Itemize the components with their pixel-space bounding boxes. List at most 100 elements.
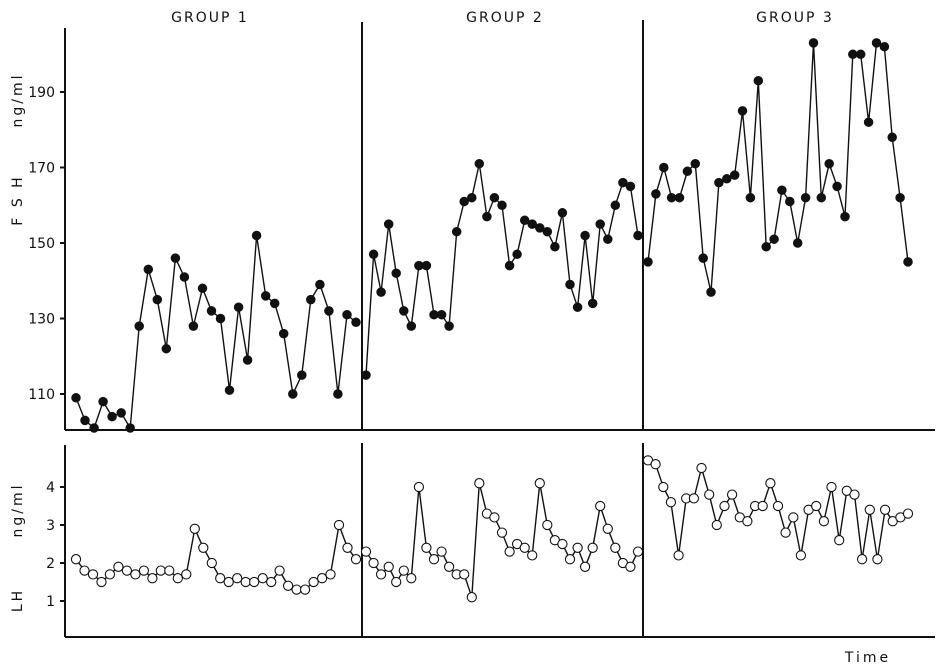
panel-1-group-3-point-11: [726, 489, 738, 500]
panel-0-group-3-point-3: [666, 192, 677, 203]
panel-1-group-1-point-29: [316, 573, 328, 584]
panel-1-group-3-point-10: [719, 500, 730, 512]
panel-1-group-3-point-31: [879, 504, 891, 515]
panel-1-group-3-point-9: [711, 519, 722, 531]
panel-0-group-1-point-25: [297, 370, 307, 380]
panel-0-ytick-label-0: 110: [28, 387, 55, 403]
panel-0-group-3-point-2: [659, 162, 669, 173]
panel-0-group-3-point-33: [903, 257, 913, 267]
panel-0-group-1-point-23: [278, 328, 289, 339]
panel-0-group-3-point-6: [690, 158, 701, 169]
group-2-title: GROUP 2: [466, 10, 544, 26]
panel-0-group-1-point-18: [233, 302, 244, 312]
panel-1-ytick-label-3: 4: [46, 480, 55, 496]
panel-1-group-1-point-13: [181, 569, 192, 580]
panel-1-group-3-point-29: [864, 504, 875, 515]
panel-0-group-2-point-3: [383, 219, 394, 229]
lh-axis-label: LH: [10, 588, 26, 612]
panel-0-group-1-point-1: [80, 415, 90, 426]
panel-0-group-1-point-12: [179, 272, 190, 282]
panel-1-group-1-point-18: [223, 576, 234, 588]
panel-0-group-3-point-10: [722, 174, 732, 184]
panel-1-group-3-point-8: [704, 489, 715, 500]
panel-1-group-3-point-23: [818, 516, 830, 527]
panel-1-group-3-point-28: [856, 554, 868, 565]
panel-0-group-2-point-28: [572, 302, 583, 312]
panel-0-group-3-point-15: [761, 242, 771, 252]
panel-0-group-3-point-29: [871, 38, 882, 48]
panel-1-group-1-point-32: [342, 542, 353, 553]
panel-1-group-1-point-7: [130, 569, 141, 580]
panel-0-ytick-label-1: 130: [28, 312, 55, 328]
panel-0-group-3-point-20: [800, 192, 811, 203]
panel-0-group-1-point-30: [342, 309, 352, 320]
lh-units-label: ng/ml: [10, 482, 26, 537]
panel-1-group-2-point-13: [459, 569, 470, 580]
panel-1-group-1-point-28: [308, 576, 319, 588]
panel-0-group-3-point-1: [651, 189, 661, 199]
panel-1-group-2-point-7: [413, 481, 425, 493]
panel-1-group-3-point-7: [696, 462, 707, 474]
panel-1-group-3-point-27: [849, 489, 860, 500]
panel-0-group-3-point-19: [792, 238, 803, 248]
panel-0-ytick-label-4: 190: [28, 85, 55, 101]
panel-1-group-2-point-19: [504, 546, 515, 557]
panel-0-group-2-point-23: [535, 223, 545, 233]
panel-1-group-2-point-5: [398, 565, 409, 576]
panel-1-group-1-point-0: [70, 554, 82, 565]
panel-0-group-2-point-27: [565, 279, 575, 290]
panel-0-group-2-point-0: [361, 370, 371, 380]
panel-1-group-3-point-18: [780, 527, 791, 538]
panel-1-group-1-point-3: [96, 576, 107, 588]
panel-0-group-2-point-34: [618, 177, 628, 188]
panel-1-group-1-point-22: [257, 573, 268, 584]
panel-1-group-1-point-6: [121, 565, 133, 576]
panel-1-group-3-point-30: [872, 554, 883, 565]
panel-0-group-3-point-14: [753, 75, 764, 86]
group-1-title: GROUP 1: [171, 10, 249, 26]
panel-1-group-3-point-22: [811, 500, 822, 512]
panel-1-group-2-point-0: [360, 546, 372, 557]
panel-0-group-2-point-17: [489, 192, 500, 203]
group-3-title: GROUP 3: [756, 10, 834, 26]
panel-1-group-1-point-14: [189, 523, 200, 534]
panel-0-ytick-label-3: 170: [28, 161, 55, 177]
panel-0-group-2-point-6: [406, 321, 417, 331]
panel-0-group-3-point-27: [855, 49, 866, 60]
panel-0-group-1-point-22: [269, 298, 280, 309]
panel-0-group-3-point-22: [816, 192, 827, 203]
panel-1-group-2-point-10: [436, 546, 447, 557]
panel-0-group-1-line: [75, 235, 357, 431]
panel-0-group-1-point-3: [98, 396, 108, 407]
panel-0-group-2-point-29: [580, 230, 590, 241]
panel-0-group-2-point-5: [399, 306, 409, 316]
panel-0-group-2-point-21: [519, 215, 530, 226]
panel-0-group-3-point-16: [769, 234, 779, 244]
panel-1-group-3-point-1: [650, 459, 661, 470]
panel-0-group-2-point-22: [527, 219, 537, 229]
panel-0-group-1-point-13: [188, 321, 199, 331]
panel-0-group-3-point-7: [698, 253, 708, 263]
panel-0-group-1-point-14: [197, 283, 208, 294]
panel-1-group-3-point-20: [795, 550, 807, 561]
panel-1-group-2-point-2: [375, 569, 387, 580]
panel-1-group-1-point-30: [325, 569, 336, 580]
panel-1-group-1-point-31: [333, 519, 345, 531]
panel-1-group-2-point-17: [489, 512, 500, 523]
panel-1-group-2-point-14: [466, 592, 477, 603]
panel-0-group-2-point-18: [497, 200, 507, 211]
panel-0-group-2-point-14: [467, 192, 477, 203]
panel-1-group-2-point-31: [595, 500, 606, 512]
panel-0-group-1-point-16: [215, 313, 226, 324]
panel-0-group-2-point-36: [633, 230, 643, 241]
panel-0-ytick-label-2: 150: [28, 236, 55, 252]
panel-0-group-2-point-30: [587, 298, 598, 309]
panel-1-group-3-point-3: [665, 497, 677, 508]
panel-0-group-3-point-21: [808, 38, 819, 48]
panel-0-group-1-point-7: [134, 321, 144, 331]
panel-1-group-3-point-24: [826, 481, 837, 493]
panel-0-group-3-point-8: [706, 287, 716, 297]
panel-1-group-1-point-15: [198, 542, 209, 553]
panel-0-group-3-line: [647, 41, 909, 293]
